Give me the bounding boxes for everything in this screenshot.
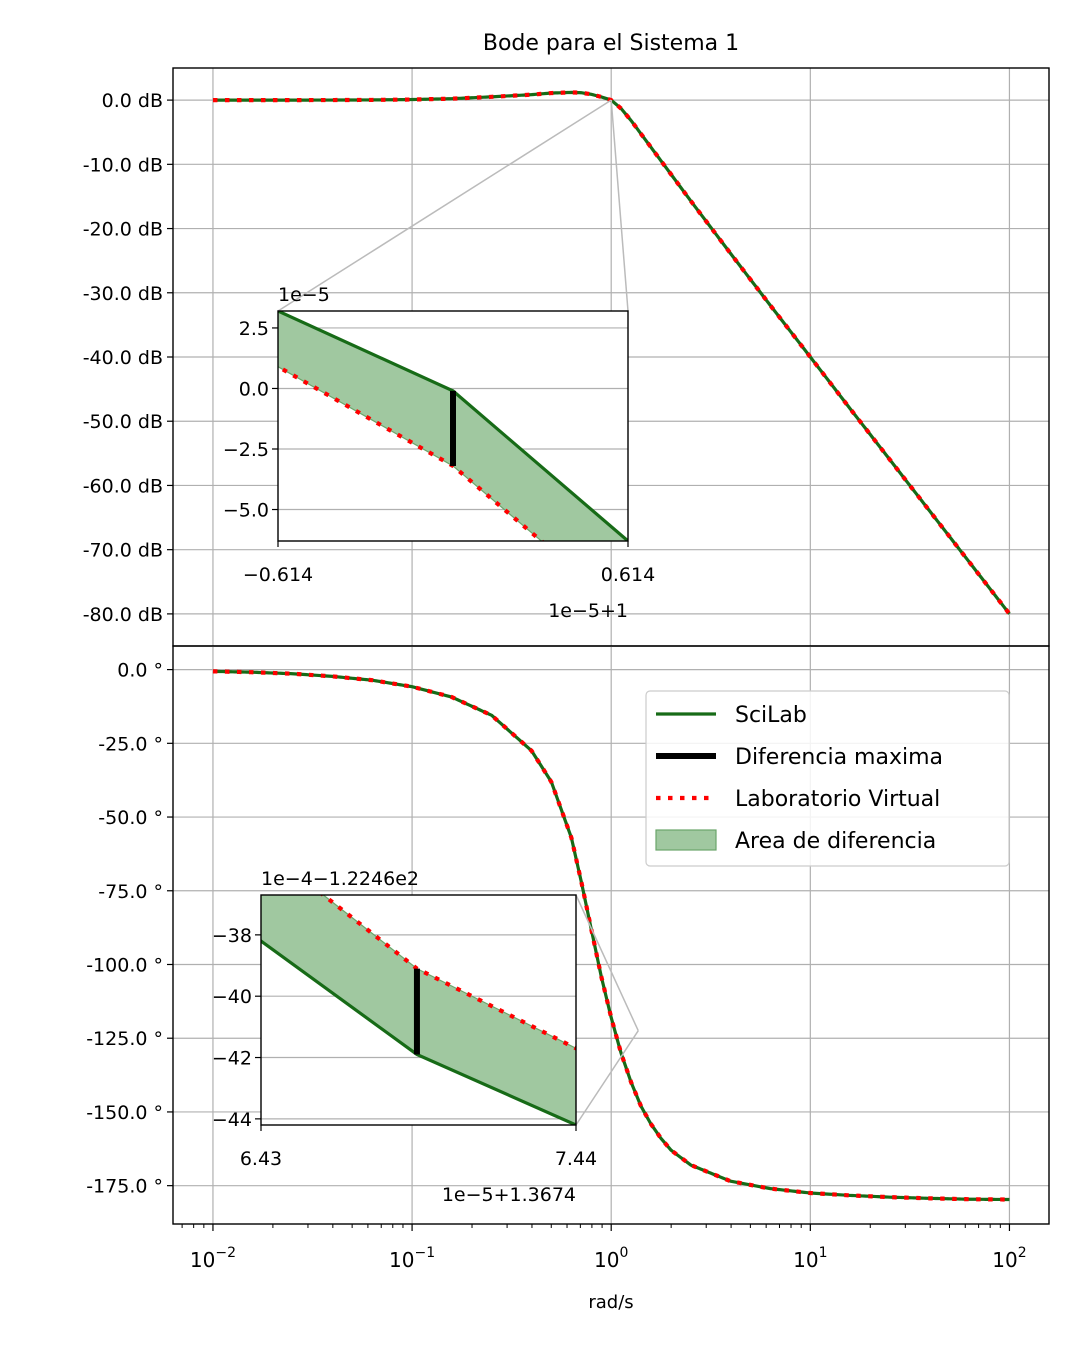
inset-y-tick-label: −40 (212, 986, 252, 1008)
x-tick-label: 102 (992, 1245, 1026, 1272)
inset-zoom: −38 −40 −42 −44 6.43 7.44 1e−4−1.2246e2 1e−5+1.… (212, 868, 597, 1206)
y-tick-label: -50.0 dB (83, 411, 163, 433)
inset-y-tick-label: 0.0 (239, 378, 269, 400)
legend-label: Laboratorio Virtual (735, 787, 940, 812)
inset-x-offset-label: 1e−5+1 (548, 600, 628, 622)
legend-box (645, 690, 1010, 867)
inset-frame (277, 310, 629, 542)
y-tick-label: -50.0 ° (98, 807, 163, 829)
inset-y-tick-label: −2.5 (223, 439, 269, 461)
inset-y-tick-label: −42 (212, 1048, 252, 1070)
inset-x-tick-label: −0.614 (243, 564, 313, 586)
x-tick-label: 101 (793, 1245, 827, 1272)
x-axis: 10−2 10−1 100 101 102 (181, 1224, 1027, 1272)
y-tick-label: -30.0 dB (83, 283, 163, 305)
series-line-laboratorio-virtual (212, 669, 1010, 1202)
inset-y-scale-label: 1e−4−1.2246e2 (261, 868, 419, 890)
magnitude-plot: 0.0 dB -10.0 dB -20.0 dB -30.0 dB -40.0 dB -5… (83, 67, 1050, 647)
inset-y-tick-label: −5.0 (223, 500, 269, 522)
y-tick-label: 0.0 dB (102, 90, 163, 112)
y-tick-label: -100.0 ° (86, 954, 163, 976)
inset-x-tick-label: 7.44 (555, 1148, 597, 1170)
series-line-laboratorio-virtual (212, 90, 1012, 616)
inset-connector (277, 99, 612, 312)
x-axis-label: rad/s (588, 1292, 633, 1313)
legend-label: Area de diferencia (735, 829, 936, 854)
y-tick-label: -70.0 dB (83, 540, 163, 562)
y-tick-label: -60.0 dB (83, 475, 163, 497)
y-tick-label: -150.0 ° (86, 1102, 163, 1124)
legend-label: Diferencia maxima (735, 745, 943, 770)
inset-zoom: 2.5 0.0 −2.5 −5.0 −0.614 0.614 1e−5 1e−5+1 (223, 284, 655, 622)
inset-x-offset-label: 1e−5+1.3674 (442, 1184, 576, 1206)
inset-plot-area (278, 311, 628, 541)
inset-y-tick-label: −38 (212, 925, 252, 947)
legend-label: SciLab (735, 703, 807, 728)
inset-connector (575, 894, 639, 1032)
x-tick-label: 100 (594, 1245, 628, 1272)
y-tick-label: -75.0 ° (98, 881, 163, 903)
inset-frame (260, 894, 577, 1126)
inset-y-tick-label: 2.5 (239, 318, 269, 340)
inset-connector (575, 1030, 639, 1126)
phase-plot: 0.0 ° -25.0 ° -50.0 ° -75.0 ° -100.0 ° -125.0… (86, 645, 1050, 1225)
y-tick-label: -20.0 dB (83, 219, 163, 241)
legend: SciLab Diferencia maxima Laboratorio Virtu… (645, 690, 1010, 867)
y-tick-label: 0.0 ° (117, 660, 163, 682)
inset-connector (610, 100, 629, 312)
inset-x-tick-label: 6.43 (240, 1148, 282, 1170)
x-tick-label: 10−1 (389, 1245, 435, 1272)
y-tick-label: -40.0 dB (83, 347, 163, 369)
inset-x-tick-label: 0.614 (601, 564, 655, 586)
inset-y-scale-label: 1e−5 (278, 284, 330, 306)
y-tick-label: -175.0 ° (86, 1176, 163, 1198)
y-tick-label: -25.0 ° (98, 733, 163, 755)
legend-swatch-area (655, 829, 717, 851)
y-tick-label: -10.0 dB (83, 154, 163, 176)
y-tick-label: -125.0 ° (86, 1028, 163, 1050)
inset-y-tick-label: −44 (212, 1109, 252, 1131)
inset-plot-area (261, 895, 576, 1125)
y-tick-label: -80.0 dB (83, 604, 163, 626)
x-tick-label: 10−2 (190, 1245, 236, 1272)
chart-title: Bode para el Sistema 1 (483, 31, 739, 56)
